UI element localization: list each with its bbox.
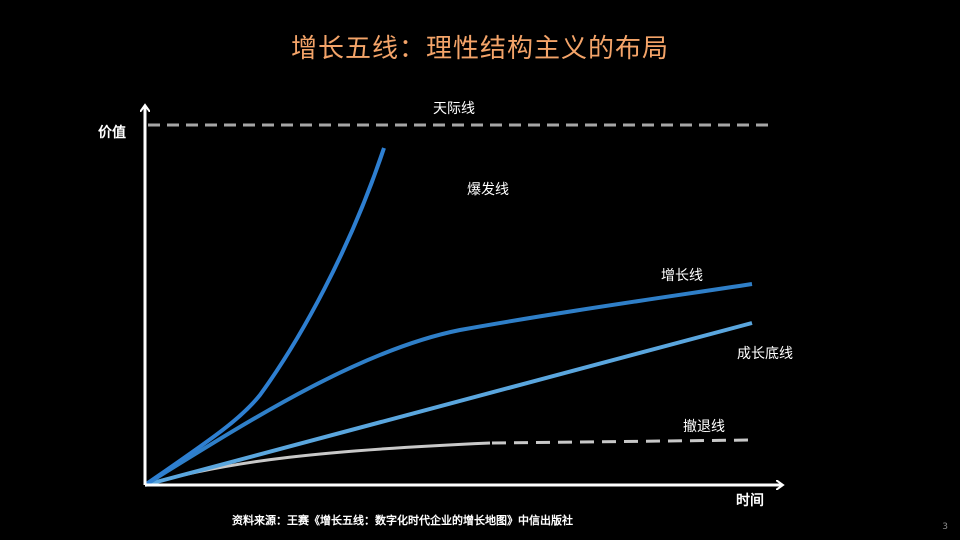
growth-line (143, 282, 753, 487)
page-number: 3 (942, 522, 948, 532)
baseline-line (144, 321, 753, 487)
slide-title: 增长五线：理性结构主义的布局 (290, 34, 669, 64)
source-note: 资料来源：王赛《增长五线：数字化时代企业的增长地图》中信出版社 (232, 514, 573, 527)
explosion-line (143, 147, 386, 487)
retreat-line-dashed (491, 438, 753, 445)
x-axis-label: 时间 (736, 493, 764, 509)
growth-line-label: 增长线 (661, 268, 703, 284)
explosion-line-label: 爆发线 (467, 182, 509, 198)
sky-line-label: 天际线 (433, 101, 475, 117)
retreat-line-label: 撤退线 (683, 419, 725, 435)
baseline-line-label: 成长底线 (737, 346, 793, 362)
y-axis-label: 价值 (98, 125, 126, 141)
